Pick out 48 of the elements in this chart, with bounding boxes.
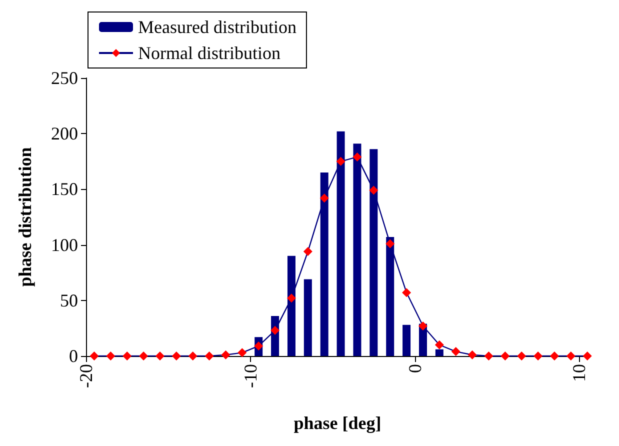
point — [386, 239, 395, 248]
x-tick-label: 10 — [569, 364, 590, 382]
point — [451, 347, 460, 356]
legend-label: Normal distribution — [138, 43, 280, 63]
point — [402, 288, 412, 298]
x-tick-label: -10 — [240, 364, 260, 388]
point — [303, 246, 312, 256]
y-tick-label: 0 — [69, 346, 78, 366]
y-tick-label: 250 — [51, 68, 78, 88]
point — [352, 152, 362, 162]
point — [582, 352, 592, 360]
point — [336, 156, 346, 166]
bar — [402, 324, 411, 356]
point — [369, 186, 378, 195]
point — [320, 194, 329, 203]
x-axis-title: phase [deg] — [294, 413, 382, 433]
y-axis-title: phase distribution — [15, 147, 35, 287]
point — [434, 340, 444, 350]
bar — [304, 279, 312, 356]
point — [204, 352, 214, 360]
point — [90, 352, 99, 360]
point — [418, 321, 428, 330]
point — [155, 352, 164, 360]
point — [238, 348, 247, 358]
y-tick-label: 50 — [60, 290, 78, 310]
point — [484, 352, 494, 360]
point — [221, 350, 230, 360]
point — [172, 352, 181, 360]
point — [188, 352, 198, 360]
x-tick-label: 0 — [404, 364, 425, 373]
y-tick-label: 150 — [51, 179, 78, 200]
x-tick-label: -20 — [76, 364, 96, 388]
point — [139, 352, 148, 360]
point — [106, 352, 116, 360]
point — [517, 352, 526, 360]
y-tick-label: 100 — [51, 234, 78, 255]
bar — [435, 349, 444, 356]
y-tick-label: 200 — [51, 124, 78, 144]
point — [254, 341, 264, 350]
point — [566, 352, 576, 360]
point — [468, 350, 477, 360]
point — [500, 352, 510, 360]
point — [286, 294, 296, 303]
point — [270, 326, 280, 335]
point — [550, 352, 559, 360]
point — [534, 352, 543, 360]
point — [122, 352, 132, 360]
legend-label: Measured distribution — [138, 17, 296, 37]
